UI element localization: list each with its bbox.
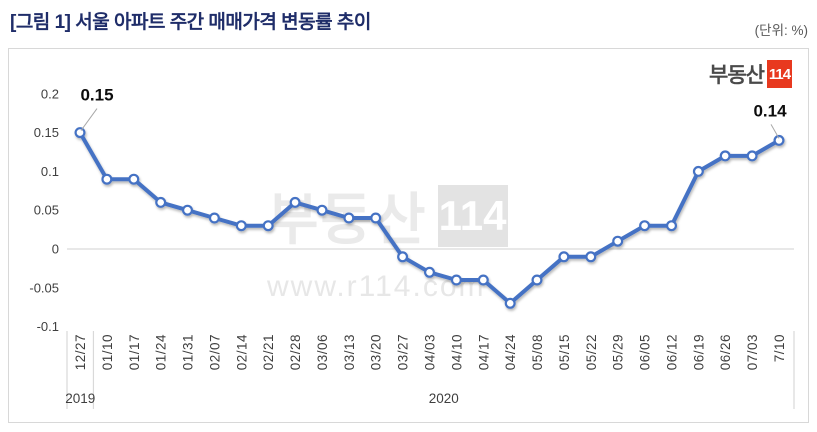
- data-point-marker: [101, 173, 113, 185]
- brand-logo-text: 부동산: [709, 64, 765, 87]
- data-point-marker: [558, 251, 570, 263]
- y-axis-tick-label: -0.1: [37, 319, 59, 334]
- data-point-marker: [665, 220, 677, 232]
- watermark-brand-row: 부동산 114: [267, 175, 508, 256]
- data-point-marker: [585, 251, 597, 263]
- data-point-marker: [155, 196, 167, 208]
- chart-card: 부동산 114 www.r114.com 부동산 114 0.2 0.15 0.1 0…: [8, 48, 809, 423]
- data-point-marker: [773, 134, 785, 146]
- y-axis-tick-label: 0: [52, 242, 59, 257]
- brand-logo: 부동산 114: [709, 59, 792, 89]
- y-axis-tick-label: 0.2: [41, 86, 59, 101]
- watermark-114-number: 114: [438, 191, 507, 239]
- data-point-label: 0.14: [753, 101, 787, 120]
- x-axis-tick-label: 04/10: [449, 334, 464, 370]
- data-label-leader: [770, 124, 780, 139]
- brand-logo-number: 114: [767, 60, 792, 88]
- x-axis-tick-label: 06/19: [691, 334, 706, 370]
- x-axis-tick-label: 05/29: [611, 334, 626, 370]
- x-axis-tick-label: 02/28: [288, 334, 303, 370]
- data-point-marker: [262, 220, 274, 232]
- data-label-leader: [80, 108, 98, 131]
- x-axis-tick-label: 05/15: [557, 334, 572, 370]
- data-point-marker: [128, 173, 140, 185]
- x-axis-tick-label: 03/06: [315, 334, 330, 370]
- x-axis-tick-label: 06/26: [718, 334, 733, 370]
- axis-layer: 0.2 0.15 0.1 0.05 0 -0.05 -0.1 12/27 01/10 01/17 0…: [29, 86, 795, 409]
- data-point-marker: [531, 274, 543, 286]
- x-axis-tick-label: 06/12: [664, 334, 679, 370]
- data-point-marker: [450, 274, 462, 286]
- year-label: 2019: [65, 391, 95, 406]
- y-axis-tick-label: 0.1: [41, 164, 59, 179]
- watermark-114-box: 114: [437, 184, 508, 247]
- x-axis-tick-label: 01/17: [127, 334, 142, 370]
- data-point-marker: [397, 251, 409, 263]
- x-axis-tick-label: 07/03: [745, 334, 760, 370]
- data-point-marker: [74, 127, 86, 139]
- x-axis-tick-label: 01/31: [181, 334, 196, 370]
- line-chart: 0.2 0.15 0.1 0.05 0 -0.05 -0.1 12/27 01/10 01/17 0…: [29, 86, 795, 409]
- data-point-marker: [424, 266, 436, 278]
- x-axis-tick-label: 01/10: [100, 334, 115, 370]
- data-point-marker: [208, 212, 220, 224]
- data-point-marker: [477, 274, 489, 286]
- x-axis-tick-label: 03/20: [369, 334, 384, 370]
- y-axis-tick-label: 0.05: [34, 203, 59, 218]
- x-axis-tick-label: 7/10: [772, 334, 787, 362]
- series-layer: [74, 127, 785, 309]
- data-point-marker: [235, 220, 247, 232]
- data-point-marker: [343, 212, 355, 224]
- data-point-marker: [316, 204, 328, 216]
- x-axis-tick-label: 05/08: [530, 334, 545, 370]
- data-point-marker: [182, 204, 194, 216]
- x-axis-tick-label: 02/14: [234, 334, 249, 370]
- x-axis-tick-label: 01/24: [154, 334, 169, 370]
- figure-title: [그림 1] 서울 아파트 주간 매매가격 변동률 추이: [10, 12, 371, 33]
- data-point-marker: [639, 220, 651, 232]
- x-axis-tick-label: 03/13: [342, 334, 357, 370]
- y-axis-tick-label: 0.15: [34, 125, 59, 140]
- data-point-marker: [719, 150, 731, 162]
- x-axis-tick-label: 12/27: [73, 334, 88, 370]
- data-label-layer: 0.15 0.14: [80, 86, 787, 139]
- data-point-marker: [370, 212, 382, 224]
- y-axis-tick-label: -0.05: [29, 280, 59, 295]
- data-point-marker: [504, 297, 516, 309]
- x-axis-tick-label: 02/21: [261, 334, 276, 370]
- x-axis-tick-label: 04/17: [476, 334, 491, 370]
- x-axis-tick-label: 02/07: [207, 334, 222, 370]
- x-axis-tick-label: 03/27: [396, 334, 411, 370]
- x-axis-tick-label: 04/03: [423, 334, 438, 370]
- data-point-marker: [289, 196, 301, 208]
- year-label: 2020: [429, 391, 459, 406]
- x-axis-tick-label: 06/05: [638, 334, 653, 370]
- data-point-marker: [692, 165, 704, 177]
- x-axis-tick-label: 04/24: [503, 334, 518, 370]
- data-point-label: 0.15: [80, 86, 113, 105]
- x-axis-tick-label: 05/22: [584, 334, 599, 370]
- data-point-marker: [612, 235, 624, 247]
- unit-label: (단위: %): [754, 23, 808, 38]
- data-point-marker: [746, 150, 758, 162]
